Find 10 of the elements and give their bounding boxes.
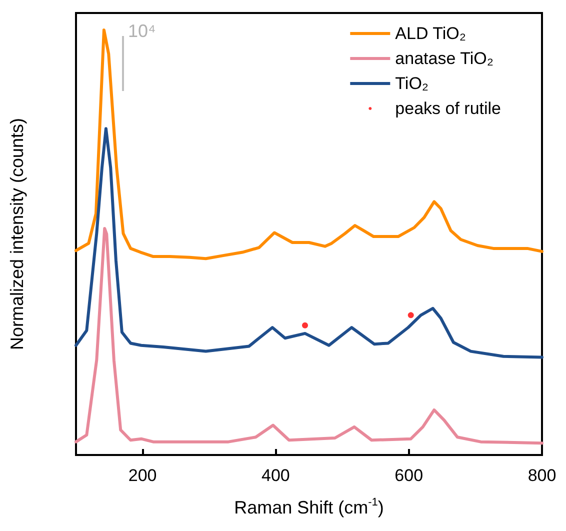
x-tick-label: 400	[262, 466, 290, 485]
x-tick-label: 800	[528, 466, 556, 485]
x-tick-label: 600	[394, 466, 424, 485]
legend-label: anatase TiO₂	[395, 49, 494, 68]
annotation: 10⁴	[128, 21, 156, 41]
legend-label: ALD TiO₂	[395, 24, 466, 43]
x-tick-label: 200	[128, 466, 157, 485]
y-axis-title: Normalized intensity (counts)	[7, 118, 27, 350]
legend-label: TiO₂	[395, 74, 429, 93]
legend-label: peaks of rutile	[395, 99, 502, 118]
